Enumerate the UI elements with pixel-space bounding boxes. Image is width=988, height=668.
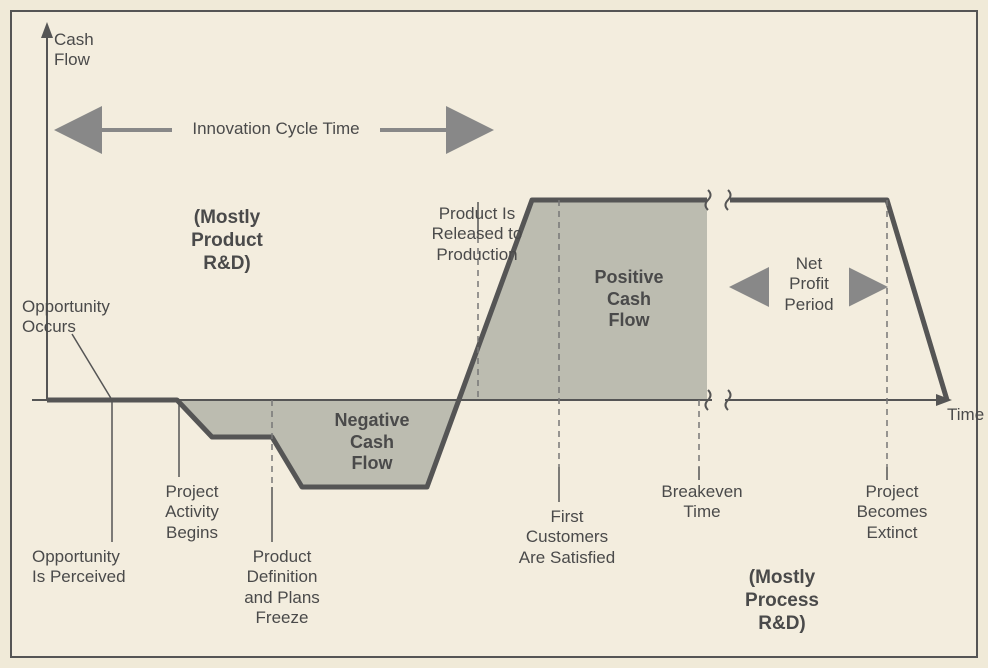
x-axis-label: Time [947, 405, 984, 425]
event-breakeven: BreakevenTime [642, 482, 762, 523]
negative-cashflow-label: NegativeCashFlow [317, 410, 427, 475]
event-opportunity-occurs: OpportunityOccurs [22, 297, 132, 338]
y-axis-label: CashFlow [54, 30, 94, 71]
positive-cashflow-label: PositiveCashFlow [574, 267, 684, 332]
event-product-def: ProductDefinitionand PlansFreeze [222, 547, 342, 629]
event-extinct: ProjectBecomesExtinct [832, 482, 952, 543]
leader-opportunity-occurs [72, 334, 112, 400]
event-first-customers: FirstCustomersAre Satisfied [502, 507, 632, 568]
innovation-cycle-label: Innovation Cycle Time [172, 119, 380, 139]
event-opportunity-perceived: OpportunityIs Perceived [32, 547, 162, 588]
event-project-begins: ProjectActivityBegins [147, 482, 237, 543]
event-released: Product IsReleased toProduction [407, 204, 547, 265]
net-profit-label: NetProfitPeriod [769, 254, 849, 315]
diagram-frame: CashFlow Time Innovation Cycle Time (Mos… [10, 10, 978, 658]
phase-process-label: (MostlyProcessR&D) [707, 567, 857, 635]
phase-product-label: (MostlyProductR&D) [152, 207, 302, 275]
